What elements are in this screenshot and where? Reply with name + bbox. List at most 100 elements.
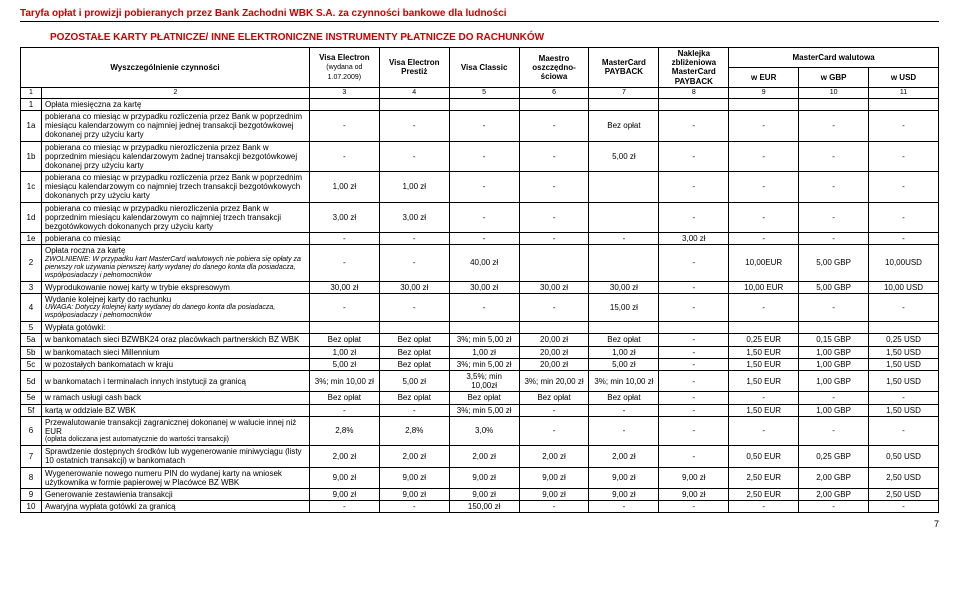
cell-value: - xyxy=(659,346,729,358)
cell-value xyxy=(589,202,659,233)
page-number: 7 xyxy=(20,519,939,529)
row-number: 5a xyxy=(21,334,42,346)
cell-value: 2,50 EUR xyxy=(729,488,799,500)
cell-value xyxy=(449,322,519,334)
cell-value: 9,00 zł xyxy=(589,467,659,488)
cell-value xyxy=(519,245,589,281)
cell-value: 9,00 zł xyxy=(379,467,449,488)
row-number: 4 xyxy=(21,293,42,321)
cell-value: - xyxy=(659,141,729,172)
cell-value xyxy=(519,98,589,110)
table-body: 1Opłata miesięczna za kartę1apobierana c… xyxy=(21,98,939,512)
cell-value: 3%; min 5,00 zł xyxy=(449,334,519,346)
row-number: 5b xyxy=(21,346,42,358)
cell-value xyxy=(799,98,869,110)
cell-value: 9,00 zł xyxy=(379,488,449,500)
cell-value: - xyxy=(729,392,799,404)
cell-value: 5,00 zł xyxy=(589,141,659,172)
cell-value: - xyxy=(659,416,729,445)
row-description: kartą w oddziale BZ WBK xyxy=(41,404,309,416)
cell-value: - xyxy=(799,233,869,245)
cell-value: - xyxy=(729,202,799,233)
cell-value xyxy=(449,98,519,110)
cell-value: - xyxy=(869,392,939,404)
cell-value: - xyxy=(729,172,799,203)
fees-table: Wyszczególnienie czynności Visa Electron… xyxy=(20,47,939,513)
cell-value: 30,00 zł xyxy=(589,281,659,293)
row-number: 9 xyxy=(21,488,42,500)
cell-value xyxy=(589,98,659,110)
cell-value: - xyxy=(799,110,869,141)
row-number: 1d xyxy=(21,202,42,233)
cell-value: - xyxy=(519,404,589,416)
cell-value: 2,50 EUR xyxy=(729,467,799,488)
cell-value: 9,00 zł xyxy=(519,488,589,500)
cell-value: 1,50 USD xyxy=(869,370,939,391)
cell-value: - xyxy=(519,172,589,203)
cell-value: Bez opłat xyxy=(379,334,449,346)
cell-value: - xyxy=(379,233,449,245)
cell-value: 10,00 EUR xyxy=(729,281,799,293)
cell-value: 2,50 USD xyxy=(869,488,939,500)
cell-value: - xyxy=(379,293,449,321)
cell-value: 1,00 GBP xyxy=(799,346,869,358)
cell-value: - xyxy=(519,110,589,141)
row-description: Wypłata gotówki: xyxy=(41,322,309,334)
cell-value: - xyxy=(519,416,589,445)
cell-value: 20,00 zł xyxy=(519,358,589,370)
table-row: 5aw bankomatach sieci BZWBK24 oraz placó… xyxy=(21,334,939,346)
row-number: 5 xyxy=(21,322,42,334)
cell-value: - xyxy=(869,110,939,141)
cell-value: - xyxy=(659,404,729,416)
cell-value xyxy=(589,172,659,203)
cell-value: - xyxy=(729,110,799,141)
cell-value: - xyxy=(589,416,659,445)
cell-value: 3,00 zł xyxy=(659,233,729,245)
cell-value: Bez opłat xyxy=(519,392,589,404)
col-mc-walutowa: MasterCard walutowa xyxy=(729,48,939,68)
cell-value: 1,00 GBP xyxy=(799,404,869,416)
cell-value: 15,00 zł xyxy=(589,293,659,321)
table-row: 5Wypłata gotówki: xyxy=(21,322,939,334)
cell-value: 0,25 EUR xyxy=(729,334,799,346)
cell-value xyxy=(309,322,379,334)
cell-value: - xyxy=(659,334,729,346)
cell-value: 2,8% xyxy=(379,416,449,445)
cell-value: - xyxy=(869,416,939,445)
table-row: 1Opłata miesięczna za kartę xyxy=(21,98,939,110)
cell-value: - xyxy=(309,110,379,141)
cell-value: 2,00 zł xyxy=(519,446,589,467)
cell-value: 9,00 zł xyxy=(589,488,659,500)
cell-value: 2,00 GBP xyxy=(799,467,869,488)
row-description: Sprawdzenie dostępnych środków lub wygen… xyxy=(41,446,309,467)
cell-value: - xyxy=(449,110,519,141)
cell-value: 1,00 zł xyxy=(589,346,659,358)
row-number: 5c xyxy=(21,358,42,370)
cell-value: - xyxy=(659,392,729,404)
cell-value: - xyxy=(659,110,729,141)
cell-value: 1,00 zł xyxy=(309,172,379,203)
cell-value: - xyxy=(799,172,869,203)
col-mc-payback: MasterCard PAYBACK xyxy=(589,48,659,88)
cell-value: - xyxy=(309,293,379,321)
cell-value: 1,50 EUR xyxy=(729,370,799,391)
row-number: 5e xyxy=(21,392,42,404)
cell-value: Bez opłat xyxy=(589,110,659,141)
col-maestro: Maestro oszczędno-ściowa xyxy=(519,48,589,88)
table-row: 4Wydanie kolejnej karty do rachunkuUWAGA… xyxy=(21,293,939,321)
cell-value: 1,00 zł xyxy=(449,346,519,358)
cell-value: 2,00 zł xyxy=(449,446,519,467)
cell-value: - xyxy=(589,233,659,245)
cell-value: 1,00 GBP xyxy=(799,370,869,391)
cell-value: 40,00 zł xyxy=(449,245,519,281)
row-description: w ramach usługi cash back xyxy=(41,392,309,404)
row-number: 5d xyxy=(21,370,42,391)
col-spec: Wyszczególnienie czynności xyxy=(21,48,310,88)
cell-value: 3%; min 5,00 zł xyxy=(449,358,519,370)
cell-value xyxy=(379,322,449,334)
cell-value: 9,00 zł xyxy=(449,467,519,488)
cell-value: Bez opłat xyxy=(379,346,449,358)
cell-value: - xyxy=(729,233,799,245)
row-description: Przewalutowanie transakcji zagranicznej … xyxy=(41,416,309,445)
cell-value: 1,50 USD xyxy=(869,358,939,370)
